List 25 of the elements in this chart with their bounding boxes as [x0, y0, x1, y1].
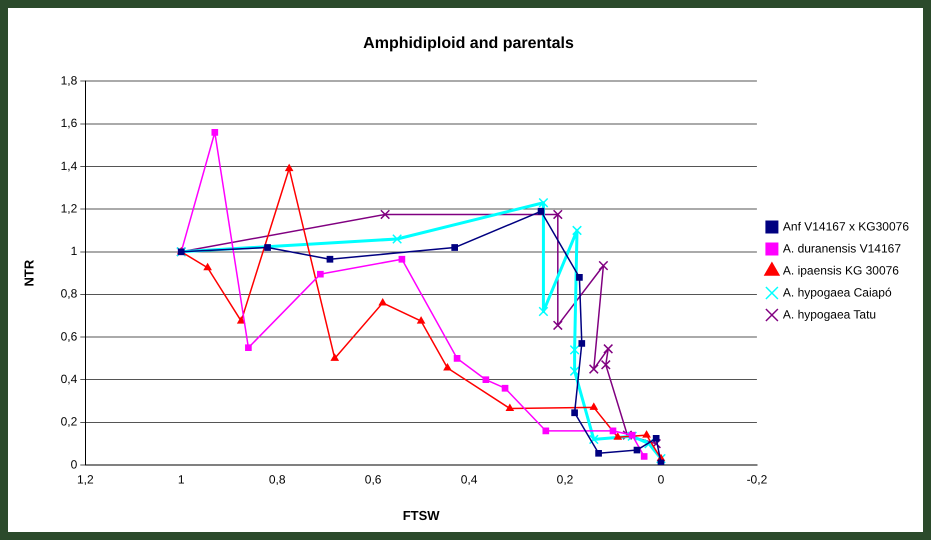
x-tick-label: 0,2 — [556, 472, 574, 487]
y-axis-title: NTR — [21, 259, 36, 286]
x-tick-label: 0,6 — [364, 472, 382, 487]
y-tick-label: 0 — [70, 457, 78, 472]
x-tick-label: 1 — [178, 472, 185, 487]
x-tick-label: 0,8 — [268, 472, 286, 487]
y-tick-label: 1,4 — [60, 158, 78, 173]
chart-title: Amphidiploid and parentals — [363, 35, 574, 52]
x-tick-label: -0,2 — [746, 472, 768, 487]
y-tick-label: 1 — [70, 244, 78, 258]
legend-label: A. hypogaea Tatu — [782, 307, 876, 322]
y-tick-label: 0,6 — [60, 329, 78, 344]
x-axis-title: FTSW — [402, 508, 440, 523]
legend-label: A. duranensis V14167 — [782, 241, 902, 256]
y-tick-label: 0,2 — [60, 414, 78, 429]
x-tick-label: 0,4 — [460, 472, 478, 487]
x-tick-label: 0 — [658, 472, 665, 487]
y-tick-label: 0,4 — [60, 372, 78, 386]
y-tick-label: 0,8 — [60, 286, 78, 301]
y-tick-label: 1,8 — [60, 74, 78, 88]
legend-label: Anf V14167 x KG30076 — [782, 219, 910, 234]
legend-label: A. hypogaea Caiapó — [782, 285, 892, 300]
legend-label: A. ipaensis KG 30076 — [782, 263, 900, 278]
y-tick-label: 1,6 — [60, 116, 78, 130]
y-tick-label: 1,2 — [60, 201, 78, 216]
